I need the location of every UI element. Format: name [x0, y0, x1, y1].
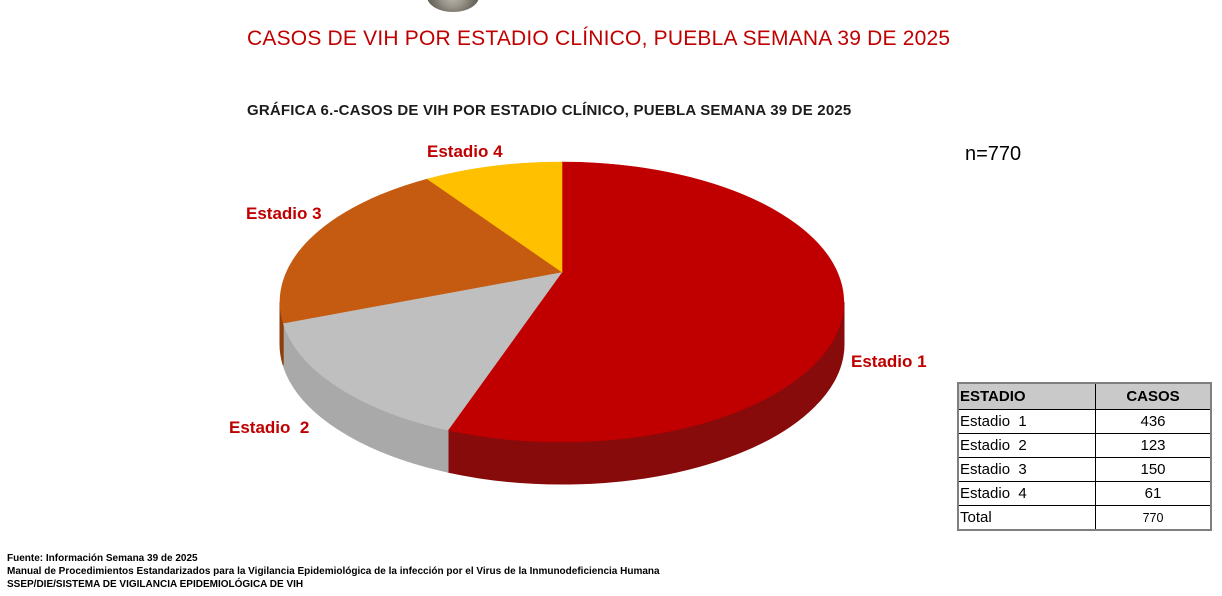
- pie-slice-2: [282, 271, 563, 431]
- table-cell-value: 770: [1095, 505, 1212, 531]
- table-row-total: Total 770: [957, 505, 1212, 531]
- pie-slice-3: [279, 178, 563, 324]
- table-header-estadio: ESTADIO: [957, 382, 1096, 410]
- table-row: Estadio 2 123: [957, 433, 1212, 458]
- table-cell-value: 123: [1095, 433, 1212, 458]
- table-cell-label: Total: [957, 505, 1096, 531]
- table-cell-value: 61: [1095, 481, 1212, 506]
- chart-title: GRÁFICA 6.-CASOS DE VIH POR ESTADIO CLÍN…: [247, 102, 852, 119]
- table-cell-label: Estadio 1: [957, 409, 1096, 434]
- footer-line-1: Fuente: Información Semana 39 de 2025: [7, 553, 198, 564]
- pie-slice-1: [447, 161, 845, 443]
- pie-label-estadio-2: Estadio 2: [229, 418, 310, 437]
- table-row: Estadio 4 61: [957, 481, 1212, 506]
- pie-label-estadio-1: Estadio 1: [851, 352, 927, 371]
- pie-label-estadio-4: Estadio 4: [427, 142, 503, 161]
- table-row: Estadio 3 150: [957, 457, 1212, 482]
- table-cell-label: Estadio 4: [957, 481, 1096, 506]
- page-title: CASOS DE VIH POR ESTADIO CLÍNICO, PUEBLA…: [247, 27, 951, 50]
- seal-logo-fragment: [427, 0, 479, 12]
- table-cell-label: Estadio 3: [957, 457, 1096, 482]
- pie-label-estadio-3: Estadio 3: [246, 204, 322, 223]
- source-footer: Fuente: Información Semana 39 de 2025 Ma…: [7, 552, 660, 591]
- table-cell-label: Estadio 2: [957, 433, 1096, 458]
- pie-slices: [279, 161, 845, 485]
- cases-table: ESTADIO CASOS Estadio 1 436 Estadio 2 12…: [957, 382, 1212, 531]
- table-cell-value: 150: [1095, 457, 1212, 482]
- footer-line-3: SSEP/DIE/SISTEMA DE VIGILANCIA EPIDEMIOL…: [7, 579, 304, 590]
- table-cell-value: 436: [1095, 409, 1212, 434]
- n-total-annotation: n=770: [965, 143, 1022, 165]
- pie-slice-4: [426, 161, 563, 273]
- table-header-row: ESTADIO CASOS: [957, 382, 1212, 410]
- table-header-casos: CASOS: [1095, 382, 1212, 410]
- table-row: Estadio 1 436: [957, 409, 1212, 434]
- footer-line-2: Manual de Procedimientos Estandarizados …: [7, 566, 660, 577]
